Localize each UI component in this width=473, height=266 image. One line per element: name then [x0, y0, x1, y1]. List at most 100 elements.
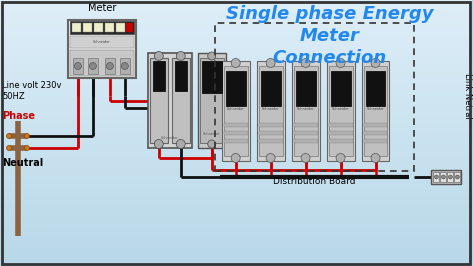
Bar [198, 53, 226, 148]
Bar [0, 161, 473, 162]
Bar [296, 71, 315, 106]
Bar [447, 172, 454, 182]
Bar [116, 23, 125, 32]
Bar [0, 261, 473, 262]
Circle shape [208, 52, 216, 60]
Bar [0, 78, 473, 79]
Bar [0, 245, 473, 246]
Bar [0, 227, 473, 228]
Bar [0, 169, 473, 170]
Bar [0, 233, 473, 234]
Bar [0, 208, 473, 209]
Bar [0, 52, 473, 53]
Bar [0, 67, 473, 68]
Bar [329, 139, 352, 143]
Text: Meter: Meter [299, 27, 359, 45]
Text: Schneider: Schneider [367, 107, 385, 111]
Text: Schneider: Schneider [93, 40, 111, 44]
Bar [0, 191, 473, 192]
Bar [0, 197, 473, 198]
Bar [331, 71, 350, 106]
Bar [0, 155, 473, 156]
Bar [0, 57, 473, 58]
Bar [0, 36, 473, 37]
Bar [0, 235, 473, 236]
Bar [0, 53, 473, 54]
Bar [126, 23, 133, 32]
Bar [0, 27, 473, 28]
Text: Schneider: Schneider [262, 107, 280, 111]
Bar [88, 58, 98, 74]
Bar [0, 21, 473, 22]
Bar [0, 100, 473, 101]
Bar [83, 23, 92, 32]
Bar [0, 259, 473, 260]
Bar [0, 260, 473, 261]
Bar [0, 66, 473, 67]
Bar [0, 97, 473, 98]
Bar [0, 15, 473, 16]
Bar [440, 172, 447, 182]
Bar [0, 126, 473, 127]
Bar [0, 194, 473, 195]
Bar [68, 20, 136, 78]
Bar [0, 102, 473, 103]
Bar [0, 153, 473, 154]
Bar [0, 138, 473, 139]
Bar [0, 104, 473, 105]
Bar [0, 95, 473, 96]
Bar [0, 40, 473, 41]
Bar [200, 58, 224, 143]
Bar [455, 172, 460, 182]
Bar [72, 23, 81, 32]
Bar [0, 69, 473, 70]
Bar [0, 177, 473, 178]
Circle shape [371, 153, 380, 163]
Bar [0, 63, 473, 64]
Bar [0, 2, 473, 3]
Bar [0, 203, 473, 204]
Bar [0, 86, 473, 87]
Bar [0, 202, 473, 203]
Bar [0, 175, 473, 176]
Bar [0, 217, 473, 218]
Bar [0, 152, 473, 153]
Bar [259, 66, 283, 156]
Bar [0, 196, 473, 197]
Bar [0, 124, 473, 125]
Bar [0, 213, 473, 214]
Bar [366, 71, 385, 106]
Bar [0, 231, 473, 232]
Circle shape [301, 59, 310, 68]
Bar [0, 162, 473, 163]
Bar [0, 101, 473, 102]
Bar [0, 24, 473, 25]
Bar [0, 239, 473, 240]
Bar [0, 199, 473, 200]
Bar [0, 85, 473, 86]
Text: Schneider: Schneider [203, 132, 220, 136]
Bar [0, 228, 473, 229]
Bar [70, 21, 134, 34]
Bar [361, 61, 389, 161]
Bar [326, 61, 355, 161]
Bar [0, 28, 473, 29]
Circle shape [7, 146, 11, 151]
Bar [0, 164, 473, 165]
Text: Distribution Board: Distribution Board [273, 177, 356, 186]
Bar [201, 61, 222, 93]
Bar [0, 122, 473, 123]
Bar [0, 230, 473, 231]
Bar [0, 223, 473, 224]
Bar [0, 251, 473, 252]
Bar [0, 82, 473, 83]
Bar [0, 83, 473, 84]
Bar [0, 94, 473, 95]
Bar [0, 77, 473, 78]
Bar [0, 142, 473, 143]
Bar [215, 23, 414, 171]
Bar [0, 116, 473, 117]
Bar [261, 71, 280, 106]
Bar [0, 201, 473, 202]
Circle shape [74, 63, 81, 69]
